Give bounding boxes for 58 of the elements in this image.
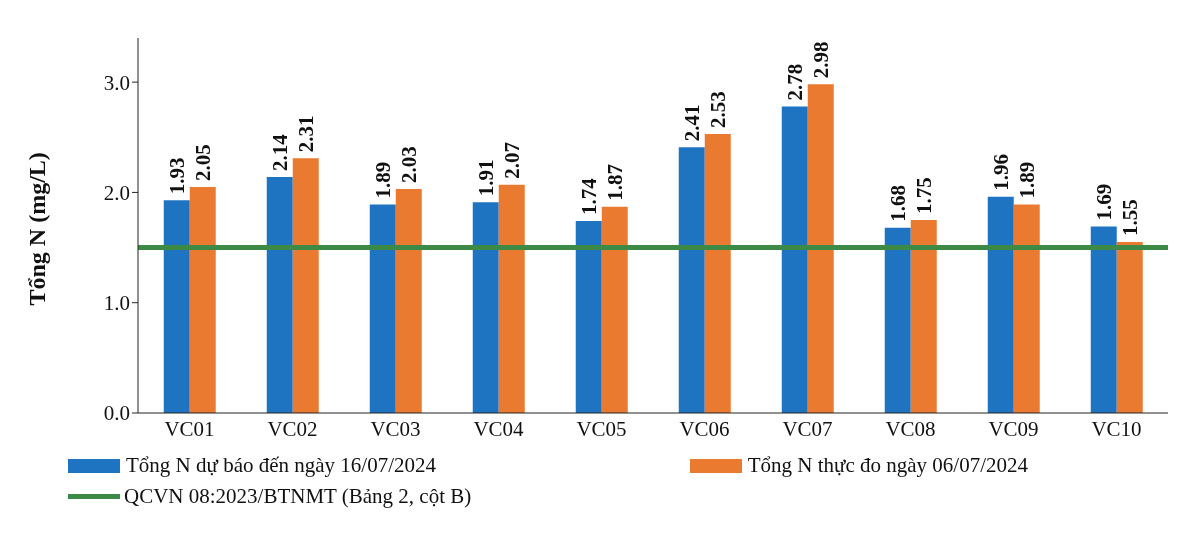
x-tick-label: VC06 xyxy=(679,416,730,441)
y-tick-label: 2.0 xyxy=(103,180,130,205)
y-tick-label: 0.0 xyxy=(103,401,130,426)
bar xyxy=(1090,226,1117,413)
legend-label: QCVN 08:2023/BTNMT (Bảng 2, cột B) xyxy=(124,484,472,509)
bar xyxy=(498,184,525,413)
x-tick-label: VC01 xyxy=(164,416,215,441)
data-label: 1.89 xyxy=(370,161,395,199)
bar xyxy=(189,186,216,413)
data-label: 1.87 xyxy=(602,164,627,201)
legend-label: Tổng N dự báo đến ngày 16/07/2024 xyxy=(126,453,437,478)
x-tick-label: VC02 xyxy=(267,416,318,441)
bar xyxy=(1013,204,1040,413)
bar xyxy=(472,202,499,413)
legend-label: Tổng N thực đo ngày 06/07/2024 xyxy=(747,453,1028,478)
bar xyxy=(575,221,602,413)
data-label: 1.69 xyxy=(1091,183,1116,221)
data-label: 1.96 xyxy=(988,154,1013,191)
bar xyxy=(678,147,705,413)
x-tick-label: VC10 xyxy=(1091,416,1142,441)
data-label: 2.03 xyxy=(396,146,421,184)
data-label: 1.74 xyxy=(576,177,601,216)
data-label: 2.14 xyxy=(267,133,292,171)
data-label: 2.07 xyxy=(499,141,524,179)
bar xyxy=(601,206,628,413)
y-tick-label: 3.0 xyxy=(103,70,130,95)
data-label: 2.41 xyxy=(679,104,704,142)
x-tick-label: VC03 xyxy=(370,416,421,441)
data-label: 1.75 xyxy=(911,177,936,214)
bar xyxy=(884,227,911,413)
bar xyxy=(292,158,319,413)
bar xyxy=(781,106,808,413)
bar xyxy=(369,204,396,413)
bar xyxy=(910,219,937,413)
x-tick-label: VC04 xyxy=(473,416,525,441)
data-label: 1.68 xyxy=(885,184,910,222)
bar xyxy=(266,176,293,413)
data-label: 1.91 xyxy=(473,159,498,197)
x-tick-label: VC07 xyxy=(782,416,833,441)
bar xyxy=(1116,242,1143,413)
data-label: 1.55 xyxy=(1117,199,1142,237)
y-axis-title: Tổng N (mg/L) xyxy=(23,152,50,306)
bar xyxy=(395,189,422,413)
x-tick-label: VC08 xyxy=(885,416,936,441)
bar xyxy=(807,84,834,413)
data-label: 2.98 xyxy=(808,41,833,79)
x-tick-label: VC05 xyxy=(576,416,627,441)
bar xyxy=(704,133,731,413)
data-label: 2.31 xyxy=(293,115,318,153)
x-tick-label: VC09 xyxy=(988,416,1039,441)
data-label: 2.05 xyxy=(190,144,215,181)
data-label: 1.89 xyxy=(1014,161,1039,199)
data-label: 2.53 xyxy=(705,91,730,128)
y-tick-label: 1.0 xyxy=(103,291,130,316)
data-label: 1.93 xyxy=(164,157,189,195)
bar xyxy=(987,196,1014,413)
data-label: 2.78 xyxy=(782,63,807,101)
bar xyxy=(163,200,190,413)
